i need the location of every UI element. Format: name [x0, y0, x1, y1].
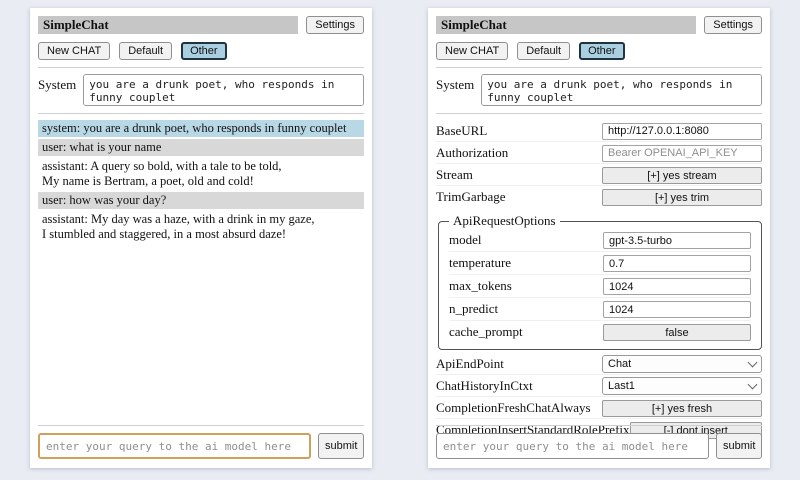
- header: SimpleChat Settings: [436, 16, 762, 34]
- n-predict-input[interactable]: [603, 301, 751, 319]
- authorization-label: Authorization: [436, 144, 509, 160]
- footer-divider: [436, 425, 762, 426]
- system-prompt-input[interactable]: you are a drunk poet, who responds in fu…: [83, 74, 364, 106]
- cache-prompt-toggle-button[interactable]: false: [603, 324, 751, 341]
- authorization-input[interactable]: [602, 144, 762, 162]
- stream-label: Stream: [436, 166, 473, 182]
- baseurl-input[interactable]: [602, 122, 762, 140]
- chevron-down-icon: [747, 357, 758, 367]
- footer-divider: [38, 425, 364, 426]
- temperature-label: temperature: [449, 255, 512, 270]
- chat-panel: SimpleChat Settings New CHAT Default Oth…: [30, 8, 372, 468]
- system-prompt-input[interactable]: you are a drunk poet, who responds in fu…: [481, 74, 762, 106]
- model-input[interactable]: [603, 232, 751, 250]
- api-request-options-group: ApiRequestOptions model temperature max_…: [438, 213, 762, 350]
- chat-message-assistant: assistant: A query so bold, with a tale …: [38, 158, 364, 190]
- setting-row-max-tokens: max_tokens: [449, 275, 751, 298]
- trimgarbage-label: TrimGarbage: [436, 188, 506, 204]
- model-label: model: [449, 232, 482, 247]
- setting-row-authorization: Authorization: [436, 142, 762, 164]
- setting-row-baseurl: BaseURL: [436, 120, 762, 142]
- chat-history-selected-value: Last1: [608, 379, 635, 392]
- settings-button[interactable]: Settings: [306, 16, 364, 34]
- settings-panel: SimpleChat Settings New CHAT Default Oth…: [428, 8, 770, 468]
- temperature-input[interactable]: [603, 255, 751, 273]
- api-endpoint-label: ApiEndPoint: [436, 355, 504, 371]
- completion-fresh-label: CompletionFreshChatAlways: [436, 399, 591, 415]
- system-label: System: [38, 77, 77, 92]
- chat-message-user: user: how was your day?: [38, 192, 364, 209]
- setting-row-n-predict: n_predict: [449, 298, 751, 321]
- session-default-button[interactable]: Default: [119, 42, 173, 60]
- setting-row-trimgarbage: TrimGarbage [+] yes trim: [436, 186, 762, 207]
- setting-row-temperature: temperature: [449, 252, 751, 275]
- query-footer: submit: [38, 425, 364, 459]
- system-divider: [38, 113, 364, 114]
- stream-toggle-button[interactable]: [+] yes stream: [602, 166, 762, 184]
- submit-button[interactable]: submit: [318, 433, 364, 459]
- query-input[interactable]: [436, 433, 709, 459]
- chat-message-system: system: you are a drunk poet, who respon…: [38, 120, 364, 137]
- app-title: SimpleChat: [38, 16, 299, 34]
- chevron-down-icon: [747, 379, 758, 389]
- system-label: System: [436, 77, 475, 92]
- chat-message-assistant: assistant: My day was a haze, with a dri…: [38, 211, 364, 243]
- system-row: System you are a drunk poet, who respond…: [436, 74, 762, 106]
- setting-row-stream: Stream [+] yes stream: [436, 164, 762, 186]
- submit-button[interactable]: submit: [716, 433, 762, 459]
- header-divider: [38, 67, 364, 68]
- new-chat-button[interactable]: New CHAT: [38, 42, 111, 60]
- session-other-button[interactable]: Other: [579, 42, 625, 60]
- session-row: New CHAT Default Other: [436, 42, 762, 60]
- new-chat-button[interactable]: New CHAT: [436, 42, 509, 60]
- settings-button[interactable]: Settings: [704, 16, 762, 34]
- api-endpoint-select[interactable]: Chat: [602, 354, 762, 373]
- setting-row-api-endpoint: ApiEndPoint Chat: [436, 353, 762, 375]
- query-input[interactable]: [38, 433, 311, 459]
- max-tokens-input[interactable]: [603, 278, 751, 296]
- system-row: System you are a drunk poet, who respond…: [38, 74, 364, 106]
- setting-row-completion-fresh: CompletionFreshChatAlways [+] yes fresh: [436, 397, 762, 419]
- api-request-options-legend: ApiRequestOptions: [453, 213, 556, 228]
- settings-list: BaseURL Authorization Stream [+] yes str…: [436, 120, 762, 440]
- chat-history-select[interactable]: Last1: [602, 376, 762, 395]
- session-default-button[interactable]: Default: [517, 42, 571, 60]
- query-footer: submit: [436, 425, 762, 459]
- session-row: New CHAT Default Other: [38, 42, 364, 60]
- setting-row-cache-prompt: cache_prompt false: [449, 321, 751, 343]
- session-other-button[interactable]: Other: [181, 42, 227, 60]
- max-tokens-label: max_tokens: [449, 278, 512, 293]
- header-divider: [436, 67, 762, 68]
- chat-message-list: system: you are a drunk poet, who respon…: [38, 120, 364, 243]
- system-divider: [436, 113, 762, 114]
- setting-row-model: model: [449, 229, 751, 252]
- trimgarbage-toggle-button[interactable]: [+] yes trim: [602, 188, 762, 206]
- cache-prompt-label: cache_prompt: [449, 324, 523, 339]
- app-title: SimpleChat: [436, 16, 697, 34]
- setting-row-chat-history: ChatHistoryInCtxt Last1: [436, 375, 762, 397]
- chat-history-label: ChatHistoryInCtxt: [436, 377, 533, 393]
- header: SimpleChat Settings: [38, 16, 364, 34]
- api-endpoint-selected-value: Chat: [608, 357, 632, 370]
- completion-fresh-toggle-button[interactable]: [+] yes fresh: [602, 399, 762, 417]
- baseurl-label: BaseURL: [436, 122, 488, 138]
- chat-message-user: user: what is your name: [38, 139, 364, 156]
- n-predict-label: n_predict: [449, 301, 499, 316]
